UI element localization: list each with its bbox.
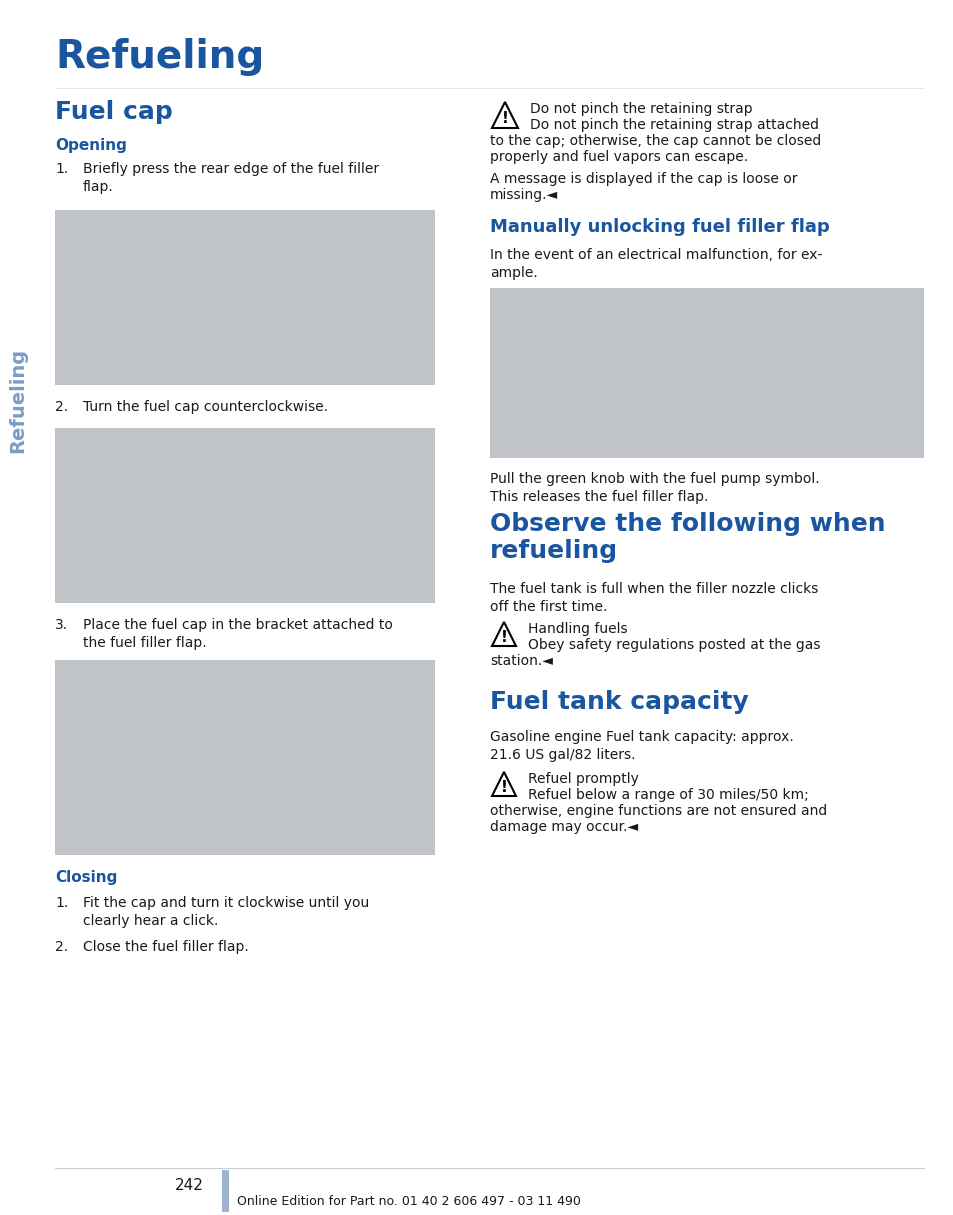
Polygon shape bbox=[492, 102, 517, 128]
Bar bbox=[55, 428, 435, 603]
Text: !: ! bbox=[500, 780, 507, 795]
Bar bbox=[55, 660, 435, 855]
Text: damage may occur.◄: damage may occur.◄ bbox=[490, 820, 638, 833]
Text: Do not pinch the retaining strap attached: Do not pinch the retaining strap attache… bbox=[530, 118, 818, 132]
Text: Fit the cap and turn it clockwise until you
clearly hear a click.: Fit the cap and turn it clockwise until … bbox=[83, 895, 369, 928]
Text: otherwise, engine functions are not ensured and: otherwise, engine functions are not ensu… bbox=[490, 804, 826, 818]
Text: Refueling: Refueling bbox=[55, 38, 264, 77]
Text: A message is displayed if the cap is loose or: A message is displayed if the cap is loo… bbox=[490, 173, 797, 186]
Text: 2.: 2. bbox=[55, 940, 68, 954]
Text: Handling fuels: Handling fuels bbox=[527, 622, 627, 635]
Text: station.◄: station.◄ bbox=[490, 654, 553, 668]
Text: Observe the following when
refueling: Observe the following when refueling bbox=[490, 512, 884, 563]
Polygon shape bbox=[492, 772, 516, 796]
Text: Refuel promptly: Refuel promptly bbox=[527, 772, 639, 786]
Text: Manually unlocking fuel filler flap: Manually unlocking fuel filler flap bbox=[490, 217, 829, 236]
Text: Obey safety regulations posted at the gas: Obey safety regulations posted at the ga… bbox=[527, 638, 820, 652]
Bar bbox=[222, 1170, 229, 1213]
Text: Place the fuel cap in the bracket attached to
the fuel filler flap.: Place the fuel cap in the bracket attach… bbox=[83, 618, 393, 650]
Text: Gasoline engine Fuel tank capacity: approx.
21.6 US gal/82 liters.: Gasoline engine Fuel tank capacity: appr… bbox=[490, 730, 793, 762]
Text: Refuel below a range of 30 miles/50 km;: Refuel below a range of 30 miles/50 km; bbox=[527, 789, 808, 802]
Bar bbox=[55, 210, 435, 385]
Text: !: ! bbox=[501, 111, 508, 126]
Text: The fuel tank is full when the filler nozzle clicks
off the first time.: The fuel tank is full when the filler no… bbox=[490, 582, 818, 615]
Text: !: ! bbox=[500, 629, 507, 645]
Polygon shape bbox=[492, 622, 516, 646]
Text: Pull the green knob with the fuel pump symbol.
This releases the fuel filler fla: Pull the green knob with the fuel pump s… bbox=[490, 471, 819, 504]
Text: 2.: 2. bbox=[55, 400, 68, 414]
Text: Refueling: Refueling bbox=[9, 347, 28, 452]
Bar bbox=[490, 288, 923, 458]
Text: Do not pinch the retaining strap: Do not pinch the retaining strap bbox=[530, 102, 752, 115]
Text: Fuel cap: Fuel cap bbox=[55, 100, 172, 124]
Text: missing.◄: missing.◄ bbox=[490, 188, 558, 202]
Text: 242: 242 bbox=[174, 1179, 204, 1193]
Text: Briefly press the rear edge of the fuel filler
flap.: Briefly press the rear edge of the fuel … bbox=[83, 162, 378, 194]
Text: 1.: 1. bbox=[55, 162, 69, 176]
Text: to the cap; otherwise, the cap cannot be closed: to the cap; otherwise, the cap cannot be… bbox=[490, 134, 821, 148]
Text: 1.: 1. bbox=[55, 895, 69, 910]
Text: In the event of an electrical malfunction, for ex-
ample.: In the event of an electrical malfunctio… bbox=[490, 248, 821, 281]
Text: Closing: Closing bbox=[55, 870, 117, 885]
Text: Turn the fuel cap counterclockwise.: Turn the fuel cap counterclockwise. bbox=[83, 400, 328, 414]
Text: 3.: 3. bbox=[55, 618, 68, 632]
Text: Fuel tank capacity: Fuel tank capacity bbox=[490, 690, 748, 714]
Text: Opening: Opening bbox=[55, 139, 127, 153]
Text: Online Edition for Part no. 01 40 2 606 497 - 03 11 490: Online Edition for Part no. 01 40 2 606 … bbox=[236, 1196, 580, 1208]
Text: properly and fuel vapors can escape.: properly and fuel vapors can escape. bbox=[490, 149, 747, 164]
Text: Close the fuel filler flap.: Close the fuel filler flap. bbox=[83, 940, 249, 954]
